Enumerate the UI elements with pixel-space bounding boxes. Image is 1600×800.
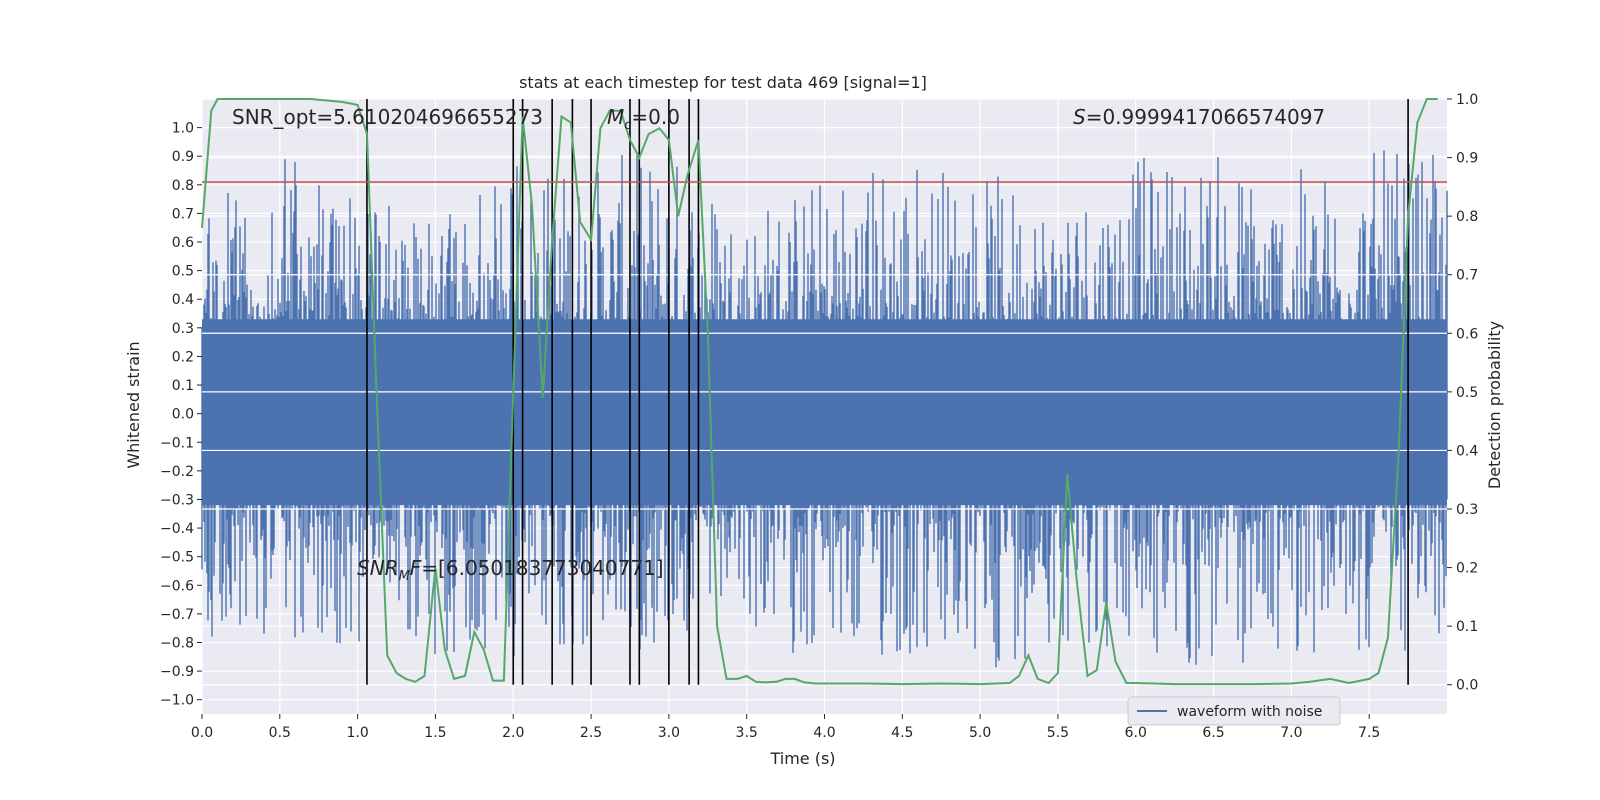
x-tick-label: 4.0: [813, 725, 835, 741]
y-right-tick-label: 0.7: [1456, 268, 1478, 284]
y-axis-label-right: Detection probability: [1485, 321, 1504, 489]
y-axis-label-left: Whitened strain: [124, 341, 143, 468]
y-right-tick-label: 0.1: [1456, 619, 1478, 635]
y-right-tick-label: 0.5: [1456, 385, 1478, 401]
y-tick-label: 1.0: [172, 121, 194, 137]
y-tick-label: 0.2: [172, 349, 194, 365]
x-axis-label: Time (s): [769, 749, 835, 768]
annotation-s: S=0.9999417066574097: [1073, 105, 1325, 129]
y-tick-label: 0.1: [172, 378, 194, 394]
x-tick-label: 1.0: [346, 725, 368, 741]
legend-label: waveform with noise: [1177, 704, 1322, 720]
y-tick-label: −0.8: [160, 635, 194, 651]
y-tick-label: 0.5: [172, 264, 194, 280]
x-tick-label: 7.0: [1280, 725, 1302, 741]
y-tick-label: 0.3: [172, 321, 194, 337]
y-tick-label: 0.6: [172, 235, 194, 251]
x-tick-label: 3.5: [736, 725, 758, 741]
x-tick-label: 0.5: [269, 725, 291, 741]
detection-lines: [366, 99, 1409, 685]
x-tick-label: 3.0: [658, 725, 680, 741]
y-tick-label: 0.4: [172, 292, 194, 308]
y-tick-label: −0.9: [160, 664, 194, 680]
y-right-tick-label: 0.2: [1456, 561, 1478, 577]
y-tick-label: −0.5: [160, 550, 194, 566]
y-right-tick-label: 0.4: [1456, 443, 1478, 459]
y-tick-label: −0.3: [160, 492, 194, 508]
y-right-tick-label: 0.9: [1456, 151, 1478, 167]
y-tick-label: −0.1: [160, 435, 194, 451]
y-right-tick-label: 0.8: [1456, 209, 1478, 225]
axes: 0.0 0.5 1.0 1.5 2.0 2.5 3.0 3.5 4.0 4.5 5.0 5.5 6.0 6…: [160, 92, 1478, 741]
y-tick-label: 0.8: [172, 178, 194, 194]
x-tick-label: 7.5: [1358, 725, 1380, 741]
waveform-trace: [201, 150, 1448, 668]
y-tick-label: −0.4: [160, 521, 194, 537]
y-tick-label: 0.7: [172, 206, 194, 222]
waveform-series: [201, 150, 1448, 668]
annotation-mc: Mc=0.0: [607, 105, 680, 133]
x-tick-label: 1.5: [424, 725, 446, 741]
x-tick-label: 4.5: [891, 725, 913, 741]
annotation-snr-opt: SNR_opt=5.610204696655273: [232, 105, 543, 129]
x-tick-label: 2.5: [580, 725, 602, 741]
probability-series: [201, 98, 1438, 686]
x-tick-label: 5.5: [1047, 725, 1069, 741]
x-tick-label: 5.0: [969, 725, 991, 741]
y-tick-label: 0.9: [172, 149, 194, 165]
y-right-tick-label: 0.6: [1456, 326, 1478, 342]
legend: waveform with noise: [1127, 696, 1341, 726]
legend-box: [1127, 696, 1341, 726]
x-tick-label: 0.0: [191, 725, 213, 741]
x-tick-label: 2.0: [502, 725, 524, 741]
y-tick-label: −1.0: [160, 693, 194, 709]
y-tick-label: −0.7: [160, 607, 194, 623]
y-right-tick-label: 0.0: [1456, 678, 1478, 694]
y-right-tick-label: 1.0: [1456, 92, 1478, 108]
annotation-snr-mf: SNRMF=[6.050183773040771]: [357, 556, 664, 584]
y-tick-label: −0.2: [160, 464, 194, 480]
chart-title: stats at each timestep for test data 469…: [519, 73, 927, 92]
y-right-tick-label: 0.3: [1456, 502, 1478, 518]
y-tick-label: −0.6: [160, 578, 194, 594]
y-tick-label: 0.0: [172, 407, 194, 423]
x-tick-label: 6.0: [1125, 725, 1147, 741]
probability-line: [201, 98, 1438, 686]
x-tick-label: 6.5: [1202, 725, 1224, 741]
